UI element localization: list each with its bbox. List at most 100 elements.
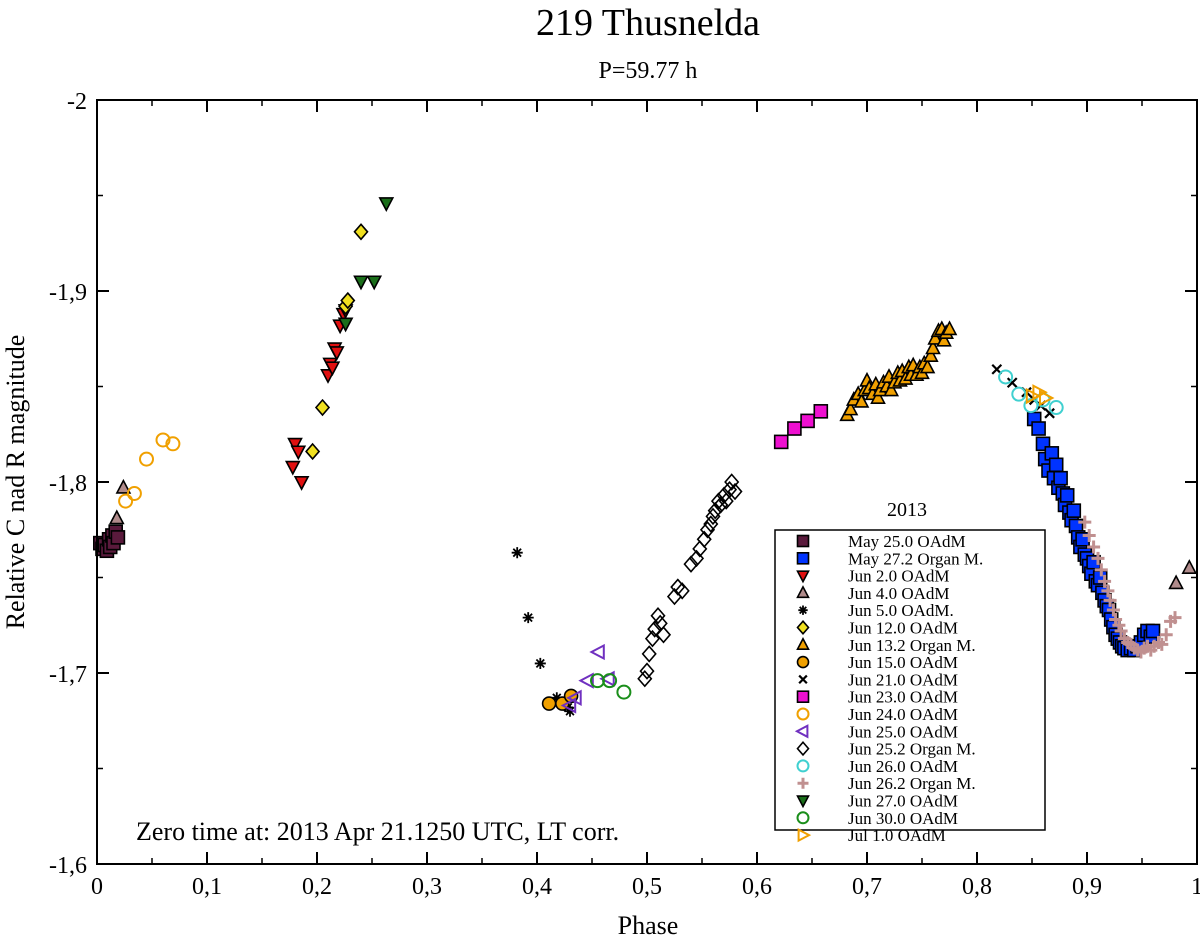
data-point [870,389,886,404]
data-point [1053,470,1068,486]
legend-label: Jun 24.0 OAdM [848,705,958,724]
data-point [853,392,870,408]
x-tick-label: 0,9 [1072,874,1102,900]
series-6 [839,320,958,422]
data-point [800,413,815,429]
data-point [534,657,546,669]
legend-marker [798,605,808,615]
y-tick-label: -1,6 [49,853,87,879]
data-points [93,197,1198,717]
y-tick-label: -2 [67,89,87,115]
legend-label: Jun 5.0 OAdM. [848,601,954,620]
data-point [718,492,734,510]
legend-marker [796,570,810,584]
data-point [1103,593,1117,607]
data-point [1078,515,1092,529]
data-point [340,291,356,310]
data-point [511,547,523,559]
data-point [936,331,952,347]
data-point [1066,503,1082,518]
data-point [683,555,699,573]
data-point [1155,637,1169,651]
data-point [1082,528,1096,542]
data-point [541,696,557,711]
legend-label: Jun 26.0 OAdM [848,757,958,776]
legend-label: Jun 27.0 OAdM [848,792,958,811]
data-point [1098,574,1112,588]
series-15 [337,197,395,333]
data-point [727,482,743,501]
data-point [647,620,663,638]
data-point [644,629,661,648]
data-point [287,437,303,453]
x-tick-label: 1 [1191,874,1200,900]
data-point [284,460,301,476]
data-point [1091,551,1105,565]
data-point [773,434,789,450]
data-point [1044,407,1055,419]
series-0 [93,524,126,559]
data-point [616,684,632,700]
legend-marker [796,655,810,669]
legend-label: Jun 30.0 OAdM [848,809,958,828]
legend-marker [796,619,810,636]
x-tick-label: 0,7 [852,874,882,900]
chart-title: 219 Thusnelda [536,2,760,44]
legend-label: Jun 25.0 OAdM [848,722,958,741]
legend-title: 2013 [887,499,927,521]
x-tick-label: 0,3 [412,874,442,900]
data-point [941,320,958,336]
data-point [650,607,666,625]
data-point [922,347,939,362]
data-point [1159,628,1173,642]
data-point [842,400,859,416]
chart-subtitle: P=59.77 h [599,58,698,84]
series-16 [590,673,632,700]
legend-label: Jun 26.2 Organ M. [848,774,976,793]
data-point [637,670,653,688]
data-point [724,473,740,491]
data-point [165,436,181,452]
x-tick-label: 0,4 [522,874,552,900]
legend-label: May 25.0 OAdM [848,532,966,551]
data-point [655,626,672,644]
legend-label: Jun 23.0 OAdM [848,688,958,707]
data-point [560,697,577,714]
data-point [290,445,307,461]
data-point [925,339,941,355]
data-point [522,612,534,624]
data-point [366,275,383,291]
data-point [1168,574,1184,590]
data-point [155,432,171,448]
data-point [639,662,655,680]
data-point [1048,457,1064,473]
legend-label: Jun 2.0 OAdM [848,567,950,586]
data-point [314,398,331,417]
data-point [139,451,154,467]
data-point [1094,563,1108,577]
legend-marker [797,827,812,843]
data-point [1031,421,1046,436]
data-point [883,381,900,397]
y-tick-label: -1,7 [49,662,87,688]
data-point [919,358,936,374]
series-11 [560,643,615,714]
legend-marker [796,690,810,704]
data-point [1145,623,1161,639]
axis-ticks: 0 0,1 0,2 0,3 0,4 0,5 0,6 0,7 0,8 0,9 1 -2 -1,9 -1,8 -… [49,89,1200,900]
data-point [324,361,341,377]
legend-label: Jul 1.0 OAdM [848,826,946,845]
zero-time-annotation: Zero time at: 2013 Apr 21.1250 UTC, LT c… [136,817,619,846]
series-2 [284,304,354,491]
data-point [998,369,1014,385]
y-axis-label: Relative C nad R magnitude [1,335,30,630]
data-point [716,486,732,505]
data-point [1059,488,1075,503]
data-point [1181,559,1198,574]
x-tick-label: 0,2 [302,874,332,900]
y-tick-label: -1,8 [49,471,87,497]
series-9 [773,404,829,450]
data-point [1023,398,1039,414]
data-point [305,442,321,461]
